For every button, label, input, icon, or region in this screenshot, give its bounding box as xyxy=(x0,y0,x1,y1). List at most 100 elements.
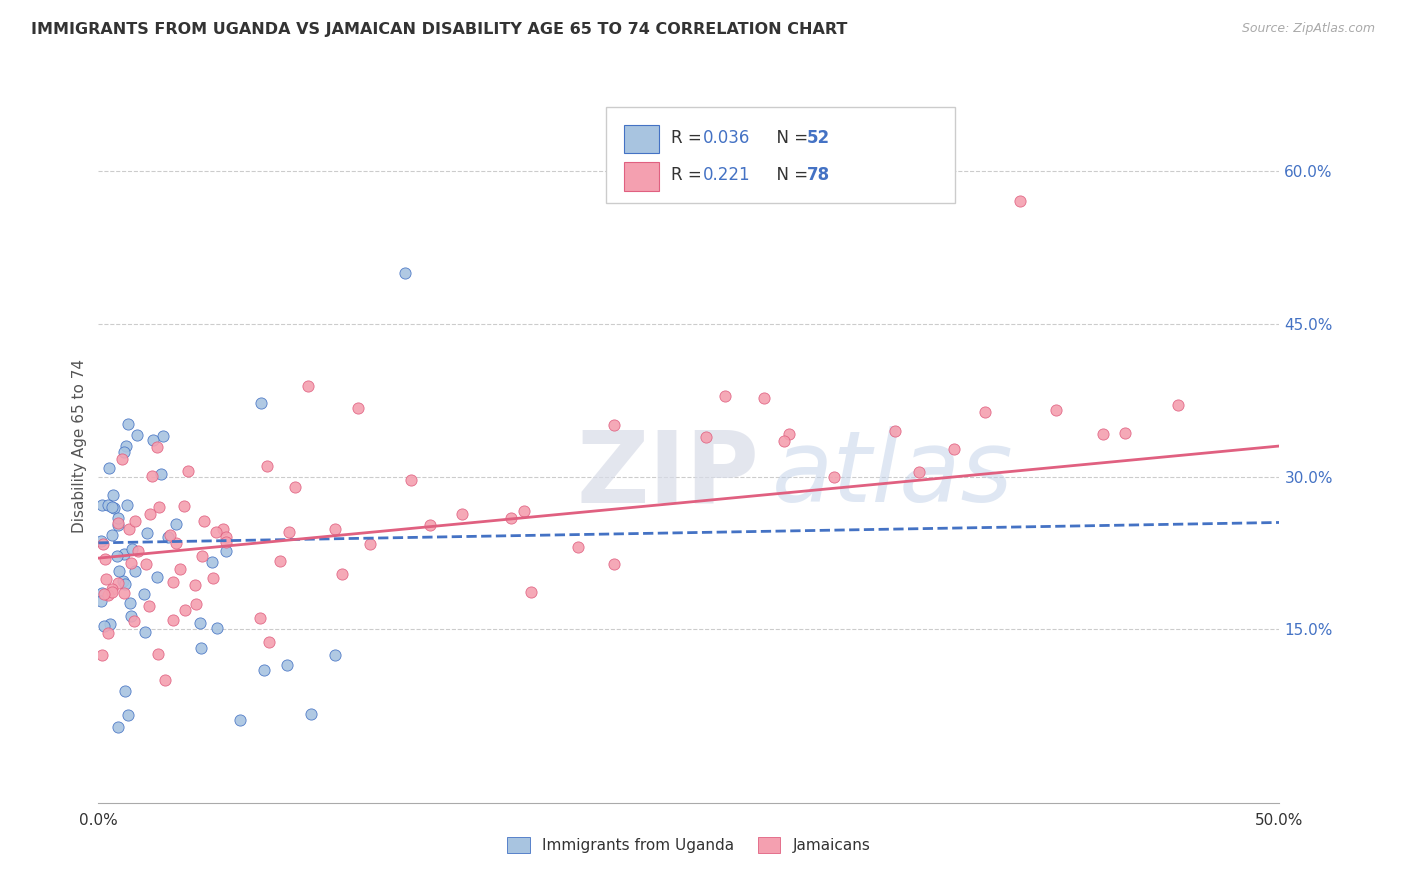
Point xyxy=(276,657,298,672)
Point xyxy=(823,470,845,484)
Point xyxy=(97,625,120,640)
Point xyxy=(772,434,794,448)
Point xyxy=(124,564,146,578)
Point xyxy=(277,525,299,540)
Point xyxy=(212,522,235,536)
Point xyxy=(162,613,184,627)
Point xyxy=(101,488,124,502)
Point xyxy=(602,418,624,433)
Point xyxy=(943,442,966,456)
Point xyxy=(112,445,135,459)
Point xyxy=(299,707,322,722)
Point xyxy=(117,708,139,723)
Point xyxy=(148,648,170,662)
Point xyxy=(257,635,280,649)
Point xyxy=(120,608,142,623)
Point xyxy=(297,379,319,393)
FancyBboxPatch shape xyxy=(606,107,955,203)
Point xyxy=(124,614,146,628)
Point xyxy=(152,428,174,442)
Point xyxy=(111,451,134,466)
Point xyxy=(101,585,124,599)
Point xyxy=(90,498,112,512)
Point xyxy=(118,522,141,536)
Text: 78: 78 xyxy=(807,166,830,184)
Text: atlas: atlas xyxy=(772,426,1014,523)
Point xyxy=(117,417,139,432)
Point xyxy=(101,582,124,596)
Point xyxy=(253,663,276,677)
Point xyxy=(520,585,543,599)
Point xyxy=(249,611,271,625)
Legend: Immigrants from Uganda, Jamaicans: Immigrants from Uganda, Jamaicans xyxy=(501,831,877,859)
Point xyxy=(173,602,195,616)
Point xyxy=(1008,194,1031,209)
Text: 0.036: 0.036 xyxy=(703,128,751,146)
Text: 52: 52 xyxy=(807,128,830,146)
Point xyxy=(97,461,120,475)
Point xyxy=(115,438,138,452)
Point xyxy=(162,574,184,589)
Point xyxy=(93,619,115,633)
Point xyxy=(146,570,169,584)
Point xyxy=(1045,403,1067,417)
Point xyxy=(713,388,735,402)
Point xyxy=(190,640,212,655)
Point xyxy=(205,525,228,540)
Bar xyxy=(624,162,659,191)
Point xyxy=(603,557,626,571)
Point xyxy=(1167,398,1189,412)
Point xyxy=(1091,427,1114,442)
Point xyxy=(107,517,129,532)
Point xyxy=(107,516,129,531)
Point xyxy=(177,464,200,478)
Point xyxy=(284,479,307,493)
Text: R =: R = xyxy=(671,166,707,184)
Point xyxy=(94,551,117,566)
Point xyxy=(215,544,238,558)
Point xyxy=(96,572,118,586)
Point xyxy=(149,467,172,481)
Point xyxy=(450,508,472,522)
Y-axis label: Disability Age 65 to 74: Disability Age 65 to 74 xyxy=(72,359,87,533)
Point xyxy=(139,507,162,521)
Point xyxy=(118,596,141,610)
Point xyxy=(91,648,114,663)
Point xyxy=(153,673,176,687)
Text: 0.221: 0.221 xyxy=(703,166,751,184)
Point xyxy=(394,266,416,280)
Point xyxy=(141,469,163,483)
Point xyxy=(184,598,207,612)
Point xyxy=(107,576,129,591)
Text: N =: N = xyxy=(766,166,813,184)
Point xyxy=(501,511,523,525)
Text: N =: N = xyxy=(766,128,813,146)
Point xyxy=(135,526,157,541)
Point xyxy=(91,536,114,550)
Point xyxy=(97,498,120,512)
Point xyxy=(138,599,160,614)
Text: Source: ZipAtlas.com: Source: ZipAtlas.com xyxy=(1241,22,1375,36)
Text: IMMIGRANTS FROM UGANDA VS JAMAICAN DISABILITY AGE 65 TO 74 CORRELATION CHART: IMMIGRANTS FROM UGANDA VS JAMAICAN DISAB… xyxy=(31,22,848,37)
Point xyxy=(323,648,346,662)
Point xyxy=(146,440,169,454)
Point xyxy=(201,555,224,569)
Point xyxy=(90,585,112,599)
Point xyxy=(156,530,179,544)
Point xyxy=(908,466,931,480)
Point xyxy=(115,499,138,513)
Point xyxy=(269,554,291,568)
Point xyxy=(132,587,155,601)
Point xyxy=(135,557,157,571)
Point xyxy=(513,504,536,518)
Point xyxy=(142,433,165,447)
Point xyxy=(360,537,382,551)
Text: R =: R = xyxy=(671,128,707,146)
Point xyxy=(101,500,124,514)
Point xyxy=(107,720,129,734)
Point xyxy=(974,405,997,419)
Point xyxy=(347,401,370,415)
Point xyxy=(778,426,800,441)
Point xyxy=(883,424,905,438)
Point xyxy=(103,501,125,516)
